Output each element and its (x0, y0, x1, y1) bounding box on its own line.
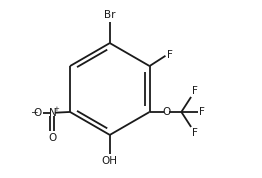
Text: O: O (48, 133, 57, 143)
Text: F: F (199, 107, 205, 117)
Text: O: O (33, 108, 41, 118)
Text: O: O (162, 107, 171, 117)
Text: +: + (54, 106, 59, 112)
Text: Br: Br (104, 10, 116, 20)
Text: F: F (192, 86, 198, 96)
Text: F: F (167, 49, 173, 60)
Text: −: − (30, 108, 38, 116)
Text: F: F (192, 128, 198, 138)
Text: OH: OH (102, 156, 118, 166)
Text: N: N (48, 108, 56, 118)
